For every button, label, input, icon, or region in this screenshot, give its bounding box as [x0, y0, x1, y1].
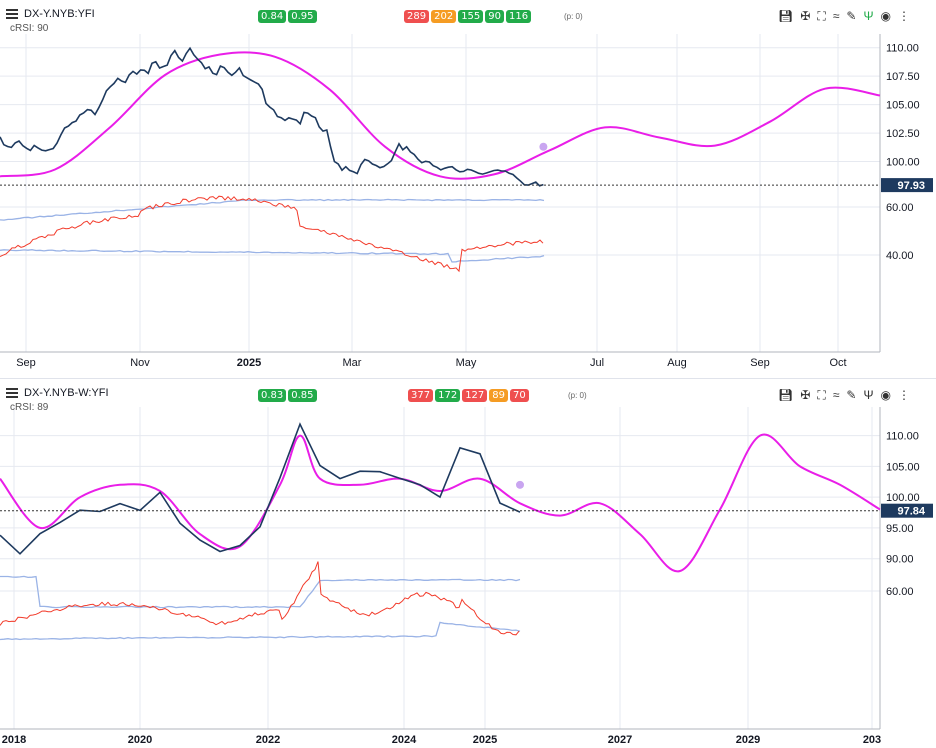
cycle-badge[interactable]: 127	[462, 389, 488, 402]
symbol-title[interactable]: DX-Y.NYB-W:YFI	[24, 387, 109, 399]
cycle-badges: 377 172 127 89 70	[408, 389, 529, 402]
y-tick-label: 60.00	[886, 586, 914, 598]
rsi-band-line	[0, 198, 545, 221]
cycle-badge[interactable]: 70	[510, 389, 529, 402]
chart-panel-weekly: DX-Y.NYB-W:YFI cRSI: 89 0.83 0.85 377 17…	[0, 378, 936, 746]
y-tick-label: 40.00	[886, 250, 914, 262]
y-tick-label: 95.00	[886, 523, 914, 535]
cycle-badge[interactable]: 90	[485, 10, 505, 23]
pin-icon[interactable]: ✠	[800, 9, 811, 23]
last-price-label-bg	[881, 503, 933, 518]
y-tick-label: 100.00	[886, 157, 920, 169]
chart-canvas[interactable]: 110.00 107.50 105.00 102.50 100.00 60.00 40.00…	[0, 0, 936, 372]
correlation-badges: 0.83 0.85	[258, 389, 317, 402]
y-tick-label: 107.50	[886, 71, 920, 83]
x-tick-label: Mar	[343, 357, 362, 369]
more-icon[interactable]: ⋮	[898, 9, 910, 23]
x-tick-label: Nov	[130, 357, 150, 369]
y-tick-label: 102.50	[886, 128, 920, 140]
cycle-badge[interactable]: 116	[506, 10, 532, 23]
badge: 0.95	[288, 10, 317, 23]
save-icon[interactable]: 💾︎	[778, 388, 794, 402]
compare-icon[interactable]: ≈	[832, 9, 840, 23]
y-tick-label: 105.00	[886, 461, 920, 473]
y-tick-label: 110.00	[886, 431, 919, 443]
compare-icon[interactable]: ≈	[832, 388, 840, 402]
save-icon[interactable]: 💾︎	[778, 9, 794, 23]
badge: 0.83	[258, 389, 287, 402]
price-line	[0, 46, 544, 187]
correlation-badges: 0.84 0.95	[258, 10, 317, 23]
y-tick-label: 90.00	[886, 554, 914, 566]
rsi-band-line	[0, 575, 521, 609]
x-tick-label: Oct	[829, 357, 846, 369]
cycle-badge[interactable]: 155	[458, 10, 484, 23]
cycle-badge[interactable]: 89	[489, 389, 509, 402]
rsi-line	[0, 195, 544, 273]
rsi-line	[0, 561, 520, 636]
price-line	[0, 422, 521, 555]
y-tick-label: 105.00	[886, 100, 920, 112]
eye-icon[interactable]: ◉	[880, 388, 891, 402]
last-price-label: 97.93	[897, 180, 925, 192]
indicator-icon[interactable]: Ψ	[863, 388, 874, 402]
cycle-badge[interactable]: 289	[404, 10, 430, 23]
cycle-badge[interactable]: 202	[431, 10, 457, 23]
panel-header: DX-Y.NYB:YFI cRSI: 90 0.84 0.95 289 202 …	[6, 6, 930, 34]
x-tick-label: Aug	[667, 357, 687, 369]
eye-icon[interactable]: ◉	[880, 9, 891, 23]
rsi-band-line	[0, 249, 545, 263]
cycle-badge[interactable]: 377	[408, 389, 434, 402]
panel-header: DX-Y.NYB-W:YFI cRSI: 89 0.83 0.85 377 17…	[6, 385, 930, 413]
cycle-line	[0, 51, 881, 180]
last-price-label-bg	[881, 178, 933, 193]
draw-icon[interactable]: ✎	[846, 9, 857, 23]
y-tick-label: 60.00	[886, 202, 914, 214]
x-tick-label: Jul	[590, 357, 604, 369]
chart-panel-daily: DX-Y.NYB:YFI cRSI: 90 0.84 0.95 289 202 …	[0, 0, 936, 372]
cycle-marker	[516, 480, 524, 489]
more-icon[interactable]: ⋮	[898, 388, 910, 402]
indicator-icon[interactable]: Ψ	[863, 9, 874, 23]
crsi-label: cRSI: 89	[10, 402, 49, 413]
badge: 0.85	[288, 389, 317, 402]
x-tick-label: Sep	[750, 357, 770, 369]
pin-icon[interactable]: ✠	[800, 388, 811, 402]
menu-icon[interactable]	[6, 9, 18, 21]
fullscreen-icon[interactable]: ⛶	[817, 388, 826, 402]
cycle-badges: 289 202 155 90 116	[404, 10, 532, 23]
last-price-label: 97.84	[897, 506, 925, 518]
x-tick-label: May	[456, 357, 477, 369]
menu-icon[interactable]	[6, 388, 18, 400]
phase-label: (p: 0)	[568, 391, 587, 400]
panel-toolbar: 💾︎ ✠ ⛶ ≈ ✎ Ψ ◉ ⋮	[778, 389, 910, 402]
x-tick-label: Sep	[16, 357, 36, 369]
x-tick-label: 2025	[237, 357, 261, 369]
cycle-marker	[539, 142, 548, 151]
cycle-badge[interactable]: 172	[435, 389, 461, 402]
y-tick-label: 100.00	[886, 492, 920, 504]
draw-icon[interactable]: ✎	[846, 388, 857, 402]
fullscreen-icon[interactable]: ⛶	[817, 9, 826, 23]
y-tick-label: 110.00	[886, 43, 919, 55]
panel-toolbar: 💾︎ ✠ ⛶ ≈ ✎ Ψ ◉ ⋮	[778, 10, 910, 23]
rsi-band-line	[0, 621, 521, 641]
badge: 0.84	[258, 10, 287, 23]
symbol-title[interactable]: DX-Y.NYB:YFI	[24, 8, 95, 20]
phase-label: (p: 0)	[564, 12, 583, 21]
crsi-label: cRSI: 90	[10, 23, 49, 34]
